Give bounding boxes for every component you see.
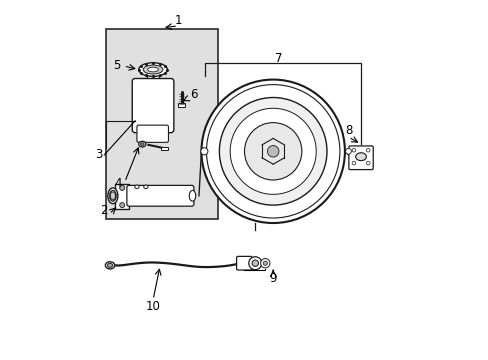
Text: 4: 4	[114, 177, 122, 190]
Circle shape	[251, 260, 258, 266]
Text: 5: 5	[113, 59, 120, 72]
Bar	[161, 147, 167, 150]
Circle shape	[366, 161, 369, 165]
Circle shape	[263, 261, 267, 265]
Text: 10: 10	[145, 300, 160, 313]
Ellipse shape	[108, 188, 118, 204]
Circle shape	[366, 148, 369, 152]
Text: 3: 3	[95, 148, 102, 161]
Circle shape	[267, 145, 278, 157]
Circle shape	[351, 148, 355, 152]
Circle shape	[230, 108, 316, 194]
Ellipse shape	[139, 141, 145, 147]
Circle shape	[244, 123, 301, 180]
Bar	[178, 103, 185, 107]
Circle shape	[345, 148, 351, 154]
Text: 1: 1	[174, 14, 182, 27]
FancyBboxPatch shape	[236, 256, 251, 270]
Ellipse shape	[139, 63, 167, 76]
Ellipse shape	[135, 185, 139, 189]
FancyBboxPatch shape	[137, 125, 168, 142]
FancyBboxPatch shape	[348, 146, 372, 170]
Circle shape	[120, 203, 124, 208]
Ellipse shape	[355, 153, 366, 161]
Ellipse shape	[110, 190, 116, 201]
Circle shape	[120, 185, 124, 190]
Circle shape	[351, 161, 355, 165]
Circle shape	[201, 148, 207, 155]
Text: 6: 6	[190, 88, 198, 101]
Text: 2: 2	[100, 204, 107, 217]
Ellipse shape	[189, 190, 195, 201]
Ellipse shape	[105, 262, 115, 269]
Ellipse shape	[140, 143, 144, 145]
Bar	[147, 72, 159, 81]
Bar	[106, 30, 217, 220]
Circle shape	[248, 257, 261, 270]
Ellipse shape	[147, 67, 158, 72]
Text: 7: 7	[274, 51, 282, 64]
Text: 8: 8	[344, 124, 351, 137]
FancyBboxPatch shape	[132, 78, 174, 133]
Ellipse shape	[143, 65, 163, 74]
Text: 9: 9	[269, 272, 276, 285]
Circle shape	[206, 85, 339, 218]
Circle shape	[260, 258, 269, 268]
Ellipse shape	[143, 185, 148, 189]
Circle shape	[201, 80, 344, 223]
FancyBboxPatch shape	[126, 185, 194, 206]
Ellipse shape	[107, 264, 112, 267]
Circle shape	[219, 98, 326, 205]
FancyBboxPatch shape	[115, 184, 129, 209]
